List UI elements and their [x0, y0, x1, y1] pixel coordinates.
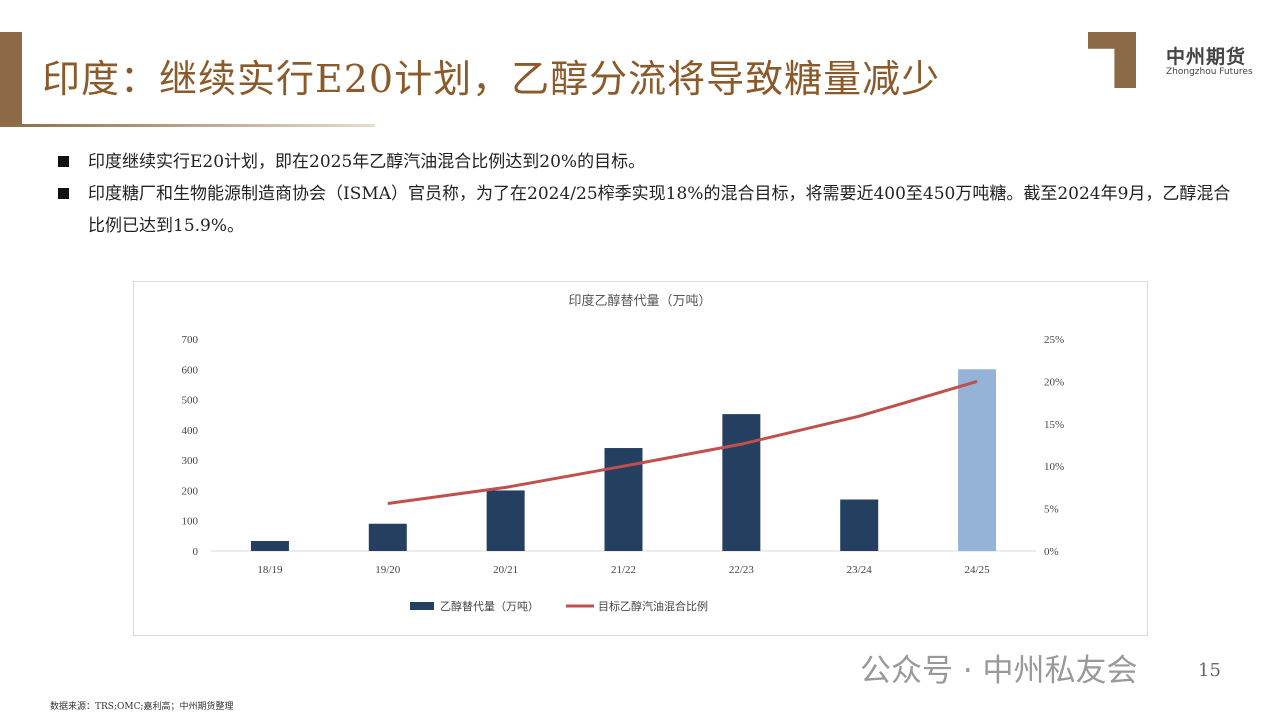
- x-tick-label: 22/23: [729, 564, 755, 576]
- bar-18-19: [250, 541, 289, 551]
- x-tick-label: 18/19: [257, 564, 283, 576]
- logo-text-cn: 中州期货: [1166, 46, 1247, 68]
- bar-24-25: [958, 369, 997, 551]
- watermark: 公众号 · 中州私友会: [860, 653, 1138, 689]
- bar-22-23: [722, 414, 761, 551]
- target-blend-line: [387, 379, 978, 505]
- y-tick-label: 500: [182, 395, 199, 407]
- y-tick-label: 400: [182, 425, 199, 437]
- title-accent-bar: [0, 32, 22, 126]
- bar-19-20: [368, 523, 407, 551]
- y-tick-label: 700: [182, 334, 199, 346]
- y2-tick-label: 20%: [1044, 376, 1064, 388]
- bullet-item: 印度继续实行E20计划，即在2025年乙醇汽油混合比例达到20%的目标。: [58, 146, 1238, 178]
- y-tick-label: 0: [193, 546, 199, 558]
- bullet-list: 印度继续实行E20计划，即在2025年乙醇汽油混合比例达到20%的目标。 印度糖…: [58, 146, 1238, 242]
- x-tick-label: 23/24: [847, 564, 873, 576]
- chart-container: 印度乙醇替代量（万吨） 0 100 200 300 400 500 600 700 0% 5% 10…: [133, 281, 1148, 636]
- logo-text-en: Zhongzhou Futures: [1166, 67, 1253, 77]
- page-number: 15: [1198, 660, 1221, 681]
- legend-bar-label: 乙醇替代量（万吨）: [440, 599, 539, 613]
- x-tick-label: 20/21: [493, 564, 518, 576]
- y-tick-label: 600: [182, 364, 199, 376]
- y2-tick-label: 5%: [1044, 504, 1059, 516]
- bullet-square-icon: [58, 188, 69, 199]
- title-underline: [0, 124, 375, 127]
- source-note: 数据来源：TRS;OMC;嘉利高；中州期货整理: [50, 702, 234, 712]
- y2-tick-label: 15%: [1044, 419, 1064, 431]
- bar-23-24: [840, 499, 879, 551]
- chart-title: 印度乙醇替代量（万吨）: [568, 293, 711, 308]
- bullet-item: 印度糖厂和生物能源制造商协会（ISMA）官员称，为了在2024/25榨季实现18…: [58, 178, 1238, 242]
- y2-tick-label: 0%: [1044, 546, 1059, 558]
- bullet-text: 印度继续实行E20计划，即在2025年乙醇汽油混合比例达到20%的目标。: [88, 152, 646, 172]
- x-tick-label: 24/25: [965, 564, 991, 576]
- legend-bar-swatch: [410, 602, 434, 610]
- legend-line-label: 目标乙醇汽油混合比例: [598, 599, 708, 613]
- bar-20-21: [486, 490, 525, 551]
- x-tick-label: 19/20: [375, 564, 401, 576]
- y2-tick-label: 25%: [1044, 334, 1064, 346]
- x-tick-label: 21/22: [611, 564, 636, 576]
- y-tick-label: 300: [182, 455, 199, 467]
- bullet-square-icon: [58, 156, 69, 167]
- bullet-text: 印度糖厂和生物能源制造商协会（ISMA）官员称，为了在2024/25榨季实现18…: [88, 184, 1231, 236]
- page-title: 印度：继续实行E20计划，乙醇分流将导致糖量减少: [42, 57, 941, 101]
- company-logo: 中州期货 Zhongzhou Futures: [1088, 30, 1278, 90]
- leopard-logo-icon: [1088, 32, 1136, 88]
- y2-tick-label: 10%: [1044, 461, 1064, 473]
- y-tick-label: 100: [182, 516, 199, 528]
- y-tick-label: 200: [182, 485, 199, 497]
- ethanol-chart: 印度乙醇替代量（万吨） 0 100 200 300 400 500 600 700 0% 5% 10…: [182, 293, 1065, 613]
